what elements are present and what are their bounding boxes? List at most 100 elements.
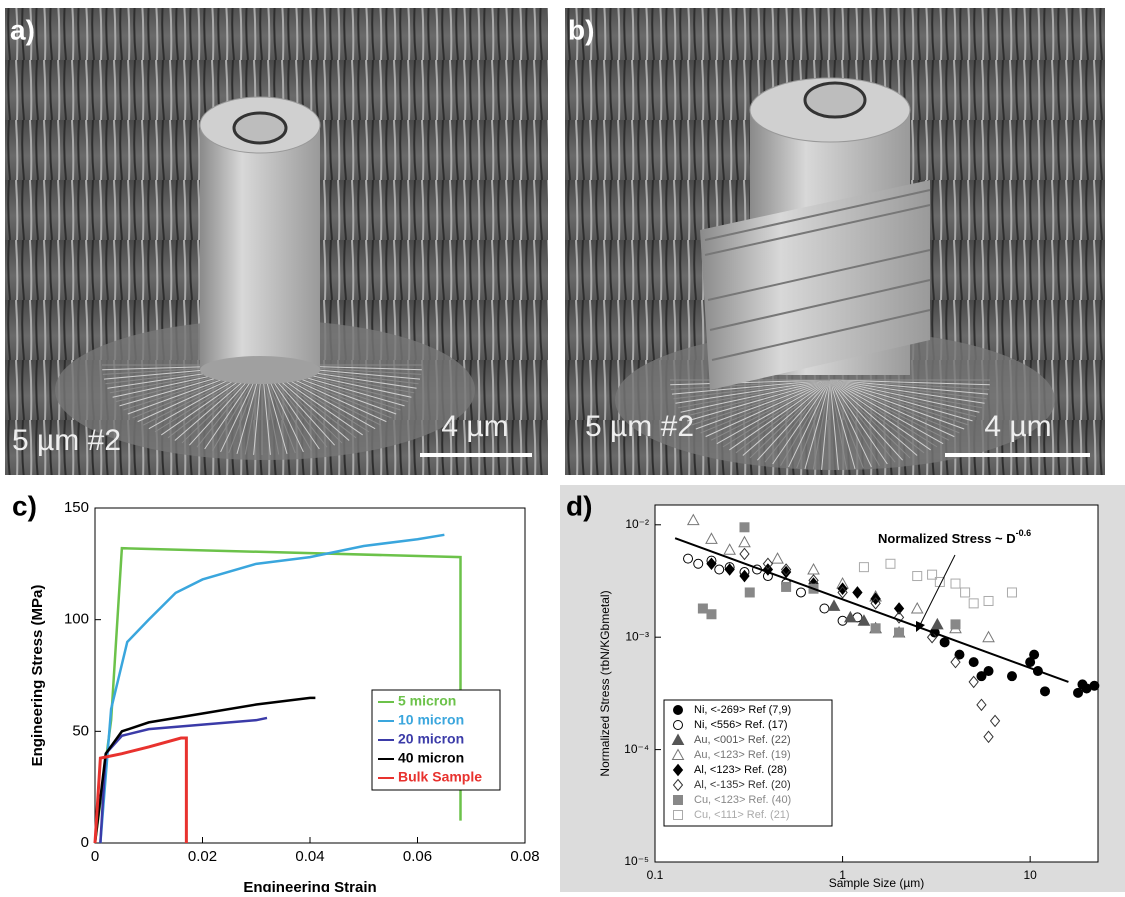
y-tick-label: 10⁻⁴ xyxy=(624,742,649,756)
fan-line xyxy=(829,379,864,469)
legend-marker xyxy=(671,733,685,745)
x-axis-label: Engineering Strain xyxy=(243,879,376,892)
legend-marker xyxy=(671,748,685,760)
point xyxy=(894,627,905,638)
point xyxy=(912,571,923,582)
slip-band-region xyxy=(700,180,930,390)
fan-line xyxy=(829,379,987,400)
fan-line xyxy=(680,379,831,413)
fan-line xyxy=(829,379,983,409)
pillar xyxy=(200,125,320,370)
point xyxy=(852,586,863,599)
fan-line xyxy=(695,379,831,430)
annotation-text: Normalized Stress ~ D xyxy=(878,531,1016,546)
fan-line xyxy=(829,379,955,438)
pillar-ring xyxy=(803,81,867,119)
panel-label: a) xyxy=(10,14,35,45)
legend-label: Cu, <111> Ref. (21) xyxy=(694,809,790,821)
point xyxy=(744,587,755,598)
point xyxy=(697,603,708,614)
point xyxy=(870,597,881,610)
point xyxy=(983,666,994,677)
annotation-superscript: -0.6 xyxy=(1016,528,1032,538)
fan-line xyxy=(764,379,831,463)
point xyxy=(780,565,792,579)
fan-line xyxy=(700,379,831,434)
fan-line xyxy=(829,379,839,470)
fan-line xyxy=(829,379,938,448)
point xyxy=(910,601,924,614)
sem-image-a: a) 5 µm #2 4 µm xyxy=(5,8,548,475)
point xyxy=(939,637,950,648)
caption: 5 µm #2 xyxy=(585,410,694,443)
fan-line xyxy=(829,379,896,463)
fan-line xyxy=(670,379,831,386)
x-tick-label: 0 xyxy=(91,848,99,865)
fan-line xyxy=(829,379,856,470)
panel-label: b) xyxy=(568,14,594,45)
fan-line xyxy=(829,379,904,461)
point xyxy=(976,671,987,682)
fan-line xyxy=(796,379,831,469)
legend-label: Al, <-135> Ref. (20) xyxy=(694,779,791,791)
fan-line xyxy=(749,379,831,459)
point xyxy=(989,714,1001,728)
legend-marker xyxy=(673,720,683,730)
x-axis-label: Sample Size (µm) xyxy=(829,876,925,890)
fan-line xyxy=(829,379,980,413)
fan-line xyxy=(687,379,831,422)
fan-line xyxy=(829,379,925,454)
fan-line xyxy=(716,379,831,445)
point xyxy=(983,730,994,744)
y-tick-label: 50 xyxy=(72,722,89,739)
fan-line xyxy=(683,379,831,418)
point xyxy=(1040,686,1051,697)
legend-label: 20 micron xyxy=(398,731,464,747)
series-line xyxy=(93,736,188,844)
point xyxy=(706,557,717,571)
legend-label: 5 micron xyxy=(398,693,456,709)
fan-line xyxy=(671,379,831,395)
y-tick-label: 10⁻⁵ xyxy=(624,854,649,868)
point xyxy=(724,563,735,576)
fan-line xyxy=(675,379,831,404)
chart-d: 0.1 1 10 10⁻⁵ 10⁻⁴ 10⁻³ 10⁻² d) Sample Size (µm)… xyxy=(566,490,1100,890)
fan-line xyxy=(670,379,831,390)
point xyxy=(870,592,881,605)
legend-marker xyxy=(673,810,683,820)
point xyxy=(950,655,961,669)
fan-line xyxy=(829,379,848,470)
point xyxy=(885,558,896,569)
pillar-ring xyxy=(232,111,288,145)
point xyxy=(714,564,725,575)
fan-line xyxy=(829,379,944,445)
point xyxy=(934,576,945,587)
point xyxy=(893,602,905,615)
y-tick-label: 0 xyxy=(81,834,89,851)
point xyxy=(780,563,792,576)
fan-line xyxy=(829,379,990,386)
x-tick-label: 0.06 xyxy=(403,848,432,865)
fan-line xyxy=(691,379,831,426)
y-axis-label: Normalized Stress (τbN/KGbmetal) xyxy=(598,590,612,776)
fan-line xyxy=(821,379,831,470)
legend-marker xyxy=(672,778,684,792)
panel-label: c) xyxy=(12,490,37,521)
point xyxy=(738,535,751,548)
point xyxy=(960,587,971,598)
point xyxy=(762,557,774,571)
pillar-foot xyxy=(200,356,320,384)
point xyxy=(926,630,938,644)
point xyxy=(771,552,784,564)
point xyxy=(930,617,944,630)
fan-line xyxy=(673,379,831,400)
fit-line xyxy=(674,537,1069,683)
legend-label: Au, <123> Ref. (19) xyxy=(694,749,791,761)
fan-line xyxy=(705,379,831,438)
y-tick-label: 10⁻² xyxy=(625,517,649,531)
point xyxy=(1029,649,1040,660)
legend-label: 10 micron xyxy=(398,712,464,728)
point xyxy=(968,598,979,609)
point xyxy=(795,587,806,598)
